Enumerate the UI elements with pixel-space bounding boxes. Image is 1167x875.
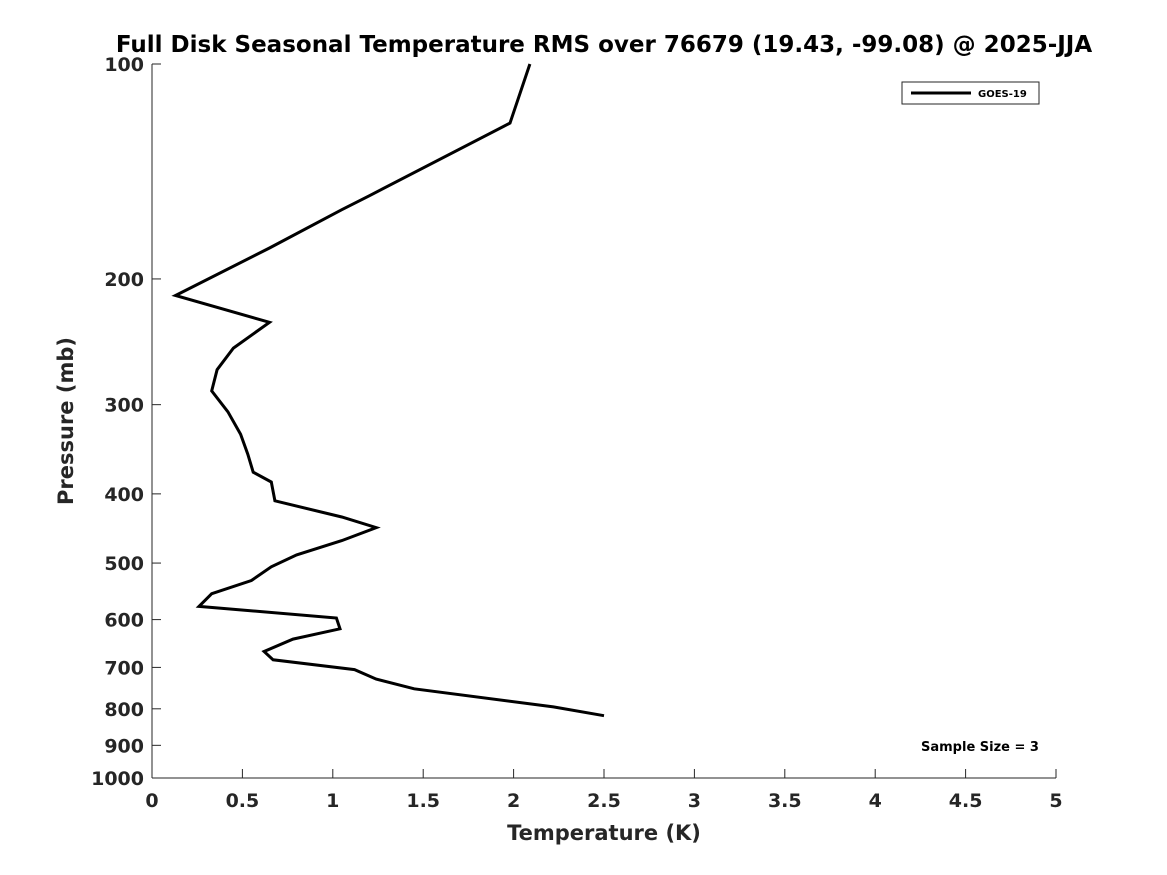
y-tick-label: 200 bbox=[104, 269, 144, 291]
x-tick-label: 2 bbox=[507, 790, 520, 812]
y-tick-label: 900 bbox=[104, 735, 144, 757]
y-axis-label: Pressure (mb) bbox=[54, 337, 78, 505]
y-ticks: 100 200 300 400 500 600 700 800 900 1000 bbox=[91, 54, 161, 790]
x-tick-label: 2.5 bbox=[587, 790, 621, 812]
series-line-goes-19 bbox=[171, 63, 605, 718]
y-tick-label: 1000 bbox=[91, 768, 144, 790]
plot-area bbox=[152, 64, 1056, 778]
x-tick-label: 3.5 bbox=[768, 790, 802, 812]
y-tick-label: 700 bbox=[104, 657, 144, 679]
x-ticks: 0 0.5 1 1.5 2 2.5 3 3.5 4 4.5 5 bbox=[145, 769, 1063, 812]
chart-title: Full Disk Seasonal Temperature RMS over … bbox=[116, 32, 1093, 58]
sample-size-annotation: Sample Size = 3 bbox=[921, 740, 1039, 755]
y-tick-label: 300 bbox=[104, 395, 144, 417]
y-tick-label: 800 bbox=[104, 699, 144, 721]
x-tick-label: 0 bbox=[145, 790, 158, 812]
x-tick-label: 1.5 bbox=[406, 790, 440, 812]
y-tick-label: 600 bbox=[104, 610, 144, 632]
x-tick-label: 5 bbox=[1049, 790, 1062, 812]
legend-label-goes-19: GOES-19 bbox=[978, 89, 1027, 100]
y-tick-label: 500 bbox=[104, 553, 144, 575]
x-tick-label: 3 bbox=[688, 790, 701, 812]
x-axis-label: Temperature (K) bbox=[507, 821, 701, 845]
x-tick-label: 4 bbox=[869, 790, 882, 812]
series-layer bbox=[171, 63, 605, 718]
x-tick-label: 4.5 bbox=[949, 790, 983, 812]
y-tick-label: 100 bbox=[104, 54, 144, 76]
x-tick-label: 1 bbox=[326, 790, 339, 812]
axes-background bbox=[152, 64, 1056, 778]
legend: GOES-19 bbox=[901, 81, 1040, 105]
y-tick-label: 400 bbox=[104, 484, 144, 506]
x-tick-label: 0.5 bbox=[226, 790, 260, 812]
